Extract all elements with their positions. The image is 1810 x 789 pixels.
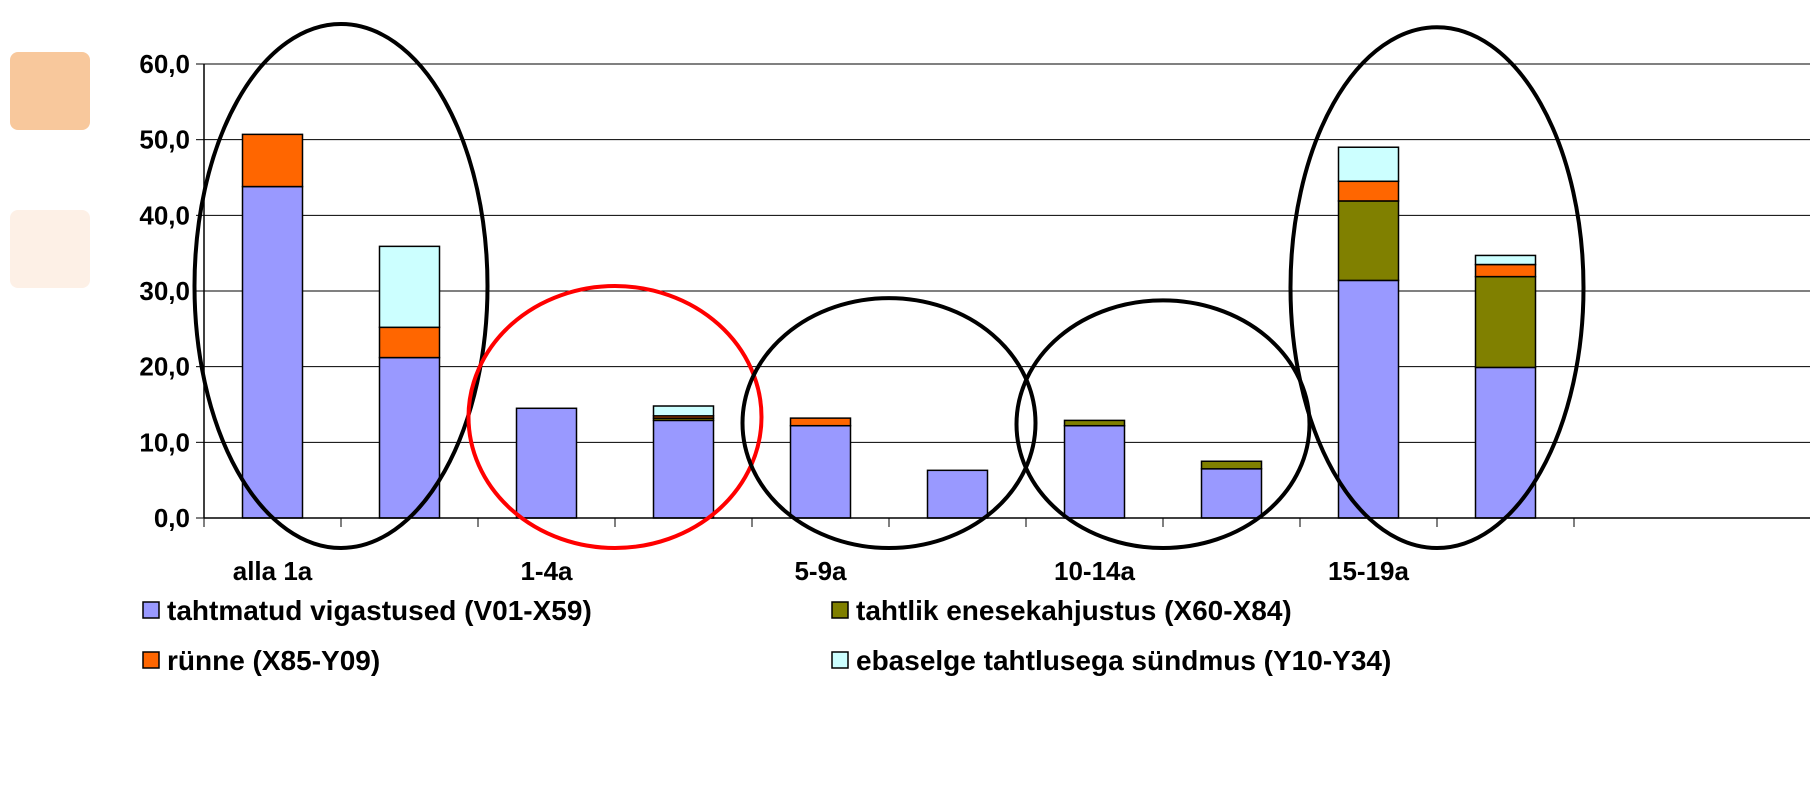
y-tick-label: 0,0: [154, 503, 190, 533]
legend: tahtmatud vigastused (V01-X59) tahtlik en…: [142, 595, 1391, 676]
bar-segment: [1474, 263, 1537, 278]
legend-label: tahtmatud vigastused (V01-X59): [167, 595, 592, 626]
bar-segment: [789, 417, 852, 427]
category-label: 5-9a: [794, 556, 847, 586]
legend-swatch: [142, 601, 160, 619]
bar-segment: [1474, 275, 1537, 369]
y-tick-label: 60,0: [139, 49, 190, 79]
y-tick-label: 30,0: [139, 276, 190, 306]
y-tick-label: 40,0: [139, 200, 190, 230]
bar-segment: [378, 245, 441, 329]
highlight-ellipse: [740, 296, 1038, 550]
bar-segment: [378, 326, 441, 359]
bar-segment: [1337, 146, 1400, 183]
y-tick-label: 20,0: [139, 352, 190, 382]
bar-segment: [1474, 254, 1537, 266]
highlight-ellipse: [1288, 25, 1586, 550]
category-label: alla 1a: [233, 556, 313, 586]
legend-swatch: [142, 651, 160, 669]
category-label: 15-19a: [1328, 556, 1409, 586]
decor-swatch-2: [10, 210, 90, 288]
y-tick-label: 50,0: [139, 125, 190, 155]
bar-segment: [652, 405, 715, 417]
bar-segment: [1063, 419, 1126, 427]
bar-segment: [515, 407, 578, 519]
category-label: 10-14a: [1054, 556, 1135, 586]
bar-segment: [789, 424, 852, 519]
legend-swatch: [831, 651, 849, 669]
highlight-ellipse: [192, 22, 490, 550]
highlight-ellipse: [1014, 298, 1312, 551]
bar-segment: [1337, 200, 1400, 282]
category-label: 1-4a: [520, 556, 573, 586]
bar-segment: [1337, 279, 1400, 519]
x-axis: alla 1a 1-4a 5-9a 10-14a 15-19a: [203, 517, 1810, 586]
bar-segment: [241, 133, 304, 188]
grid-lines: [204, 63, 1810, 443]
legend-label: tahtlik enesekahjustus (X60-X84): [856, 595, 1292, 626]
bar-segment: [1337, 180, 1400, 202]
bars: [241, 133, 1537, 519]
legend-label: ebaselge tahtlusega sündmus (Y10-Y34): [856, 645, 1391, 676]
y-tick-label: 10,0: [139, 427, 190, 457]
highlight-ellipses: [192, 22, 1586, 551]
highlight-ellipse: [466, 284, 764, 550]
bar-segment: [926, 469, 989, 519]
bar-segment: [1200, 460, 1263, 470]
bar-segment: [241, 185, 304, 519]
bar-segment: [1200, 468, 1263, 519]
bar-segment: [1063, 424, 1126, 519]
y-axis: 0,0 10,0 20,0 30,0 40,0 50,0 60,0: [139, 49, 205, 533]
legend-swatch: [831, 601, 849, 619]
decor-swatch-1: [10, 52, 90, 130]
bar-segment: [652, 419, 715, 519]
legend-label: rünne (X85-Y09): [167, 645, 380, 676]
